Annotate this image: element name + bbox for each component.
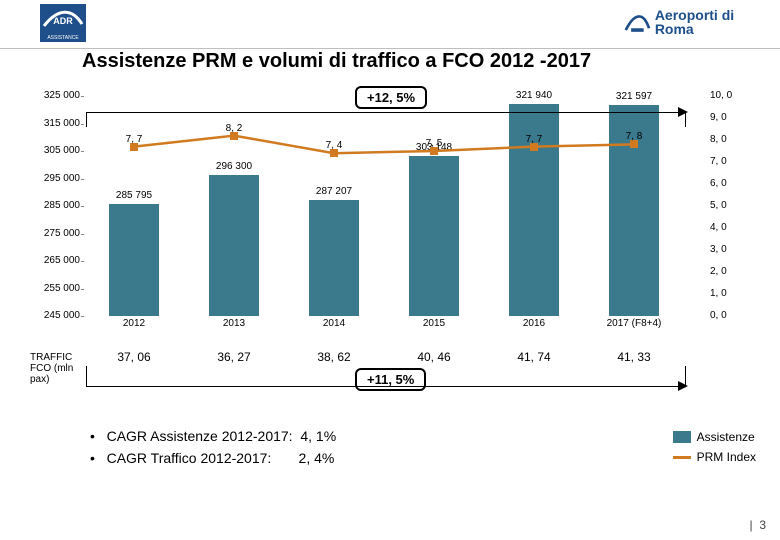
line-marker-label: 7, 7 xyxy=(514,133,554,144)
y2-tick: 8, 0 xyxy=(710,134,750,145)
combo-chart: 245 000 255 000 265 000 275 000 285 000 295 0… xyxy=(30,96,750,322)
bar-label: 287 207 xyxy=(299,186,369,197)
header-divider xyxy=(0,48,780,49)
bullet-item: • CAGR Assistenze 2012-2017: 4, 1% xyxy=(90,428,336,444)
bar xyxy=(309,200,359,316)
y2-tick: 0, 0 xyxy=(710,310,750,321)
legend-swatch xyxy=(673,431,691,443)
traffic-value: 37, 06 xyxy=(84,350,184,364)
bullet-list: • CAGR Assistenze 2012-2017: 4, 1% • CAG… xyxy=(90,428,336,472)
bullet-text: CAGR Traffico 2012-2017: xyxy=(107,450,272,466)
bar xyxy=(109,204,159,316)
y2-tick: 7, 0 xyxy=(710,156,750,167)
y2-tick: 9, 0 xyxy=(710,112,750,123)
y1-tick: 285 000 xyxy=(30,200,80,211)
line-marker-label: 7, 7 xyxy=(114,133,154,144)
brand-text: Aeroporti di Roma xyxy=(655,8,764,36)
svg-text:ADR: ADR xyxy=(53,16,73,26)
legend-swatch xyxy=(673,456,691,459)
plot-area: 285 795296 300287 207303 148321 940321 5… xyxy=(84,96,684,316)
y2-tick: 5, 0 xyxy=(710,200,750,211)
arrowhead-icon xyxy=(678,381,692,391)
arrowhead-icon xyxy=(678,107,692,117)
traffic-value: 41, 74 xyxy=(484,350,584,364)
y2-tick: 1, 0 xyxy=(710,288,750,299)
category-label: 2016 xyxy=(484,318,584,329)
svg-text:ASSISTANCE: ASSISTANCE xyxy=(47,35,79,41)
bar xyxy=(409,156,459,316)
legend-assistenze: Assistenze xyxy=(673,430,756,444)
y1-tick: 315 000 xyxy=(30,118,80,129)
bar-label: 296 300 xyxy=(199,161,269,172)
legend-prm-index: PRM Index xyxy=(673,450,756,464)
y1-tick: 255 000 xyxy=(30,283,80,294)
page-number: | 3 xyxy=(750,518,766,532)
line-marker-label: 7, 4 xyxy=(314,140,354,151)
bar xyxy=(209,175,259,316)
bracket-top xyxy=(86,112,686,127)
legend-label: Assistenze xyxy=(697,430,755,444)
traffic-value: 40, 46 xyxy=(384,350,484,364)
legend: Assistenze PRM Index xyxy=(673,430,756,470)
y1-tick: 245 000 xyxy=(30,310,80,321)
brand-logo-left: ADR ASSISTANCE xyxy=(40,4,86,42)
bullet-item: • CAGR Traffico 2012-2017: 2, 4% xyxy=(90,450,336,466)
prm-line xyxy=(84,96,684,316)
line-marker-label: 7, 5 xyxy=(414,138,454,149)
category-label: 2012 xyxy=(84,318,184,329)
y2-tick: 10, 0 xyxy=(710,90,750,101)
y1-tick: 265 000 xyxy=(30,255,80,266)
category-label: 2015 xyxy=(384,318,484,329)
category-label: 2013 xyxy=(184,318,284,329)
brand-logo-right: Aeroporti di Roma xyxy=(624,2,764,42)
traffic-value: 41, 33 xyxy=(584,350,684,364)
bracket-bottom xyxy=(86,366,686,387)
category-label: 2014 xyxy=(284,318,384,329)
bar-label: 285 795 xyxy=(99,190,169,201)
callout-top: +12, 5% xyxy=(355,86,427,109)
traffic-value: 36, 27 xyxy=(184,350,284,364)
y1-tick: 275 000 xyxy=(30,228,80,239)
y1-tick: 305 000 xyxy=(30,145,80,156)
bullet-value: 4, 1% xyxy=(300,428,336,444)
y1-tick: 295 000 xyxy=(30,173,80,184)
slide: ADR ASSISTANCE Aeroporti di Roma Assiste… xyxy=(0,0,780,540)
traffic-label: TRAFFIC FCO (mln pax) xyxy=(30,352,90,385)
y1-tick-mark xyxy=(81,316,84,317)
bullet-text: CAGR Assistenze 2012-2017: xyxy=(107,428,293,444)
bullet-value: 2, 4% xyxy=(299,450,335,466)
y2-tick: 3, 0 xyxy=(710,244,750,255)
category-label: 2017 (F8+4) xyxy=(584,318,684,329)
y1-tick: 325 000 xyxy=(30,90,80,101)
legend-label: PRM Index xyxy=(697,450,756,464)
bar-label: 321 597 xyxy=(599,91,669,102)
line-marker-label: 7, 8 xyxy=(614,131,654,142)
y2-tick: 2, 0 xyxy=(710,266,750,277)
page-title: Assistenze PRM e volumi di traffico a FC… xyxy=(82,50,591,73)
bar-label: 321 940 xyxy=(499,90,569,101)
traffic-value: 38, 62 xyxy=(284,350,384,364)
y2-tick: 6, 0 xyxy=(710,178,750,189)
y2-tick: 4, 0 xyxy=(710,222,750,233)
